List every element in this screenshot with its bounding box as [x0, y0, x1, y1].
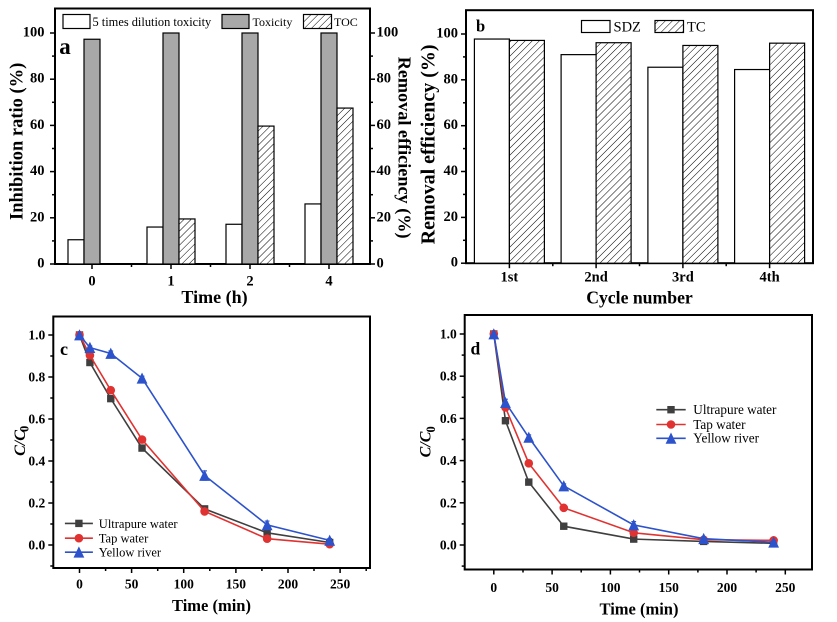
svg-text:0: 0: [76, 577, 83, 592]
svg-text:Removal efficiency (%): Removal efficiency (%): [417, 44, 439, 244]
svg-text:C/C: C/C: [12, 430, 29, 456]
svg-text:Time (min): Time (min): [600, 600, 679, 619]
svg-text:20: 20: [444, 209, 459, 225]
svg-text:200: 200: [717, 580, 738, 595]
svg-text:1.0: 1.0: [440, 327, 457, 342]
svg-text:60: 60: [444, 117, 459, 133]
svg-text:0: 0: [377, 256, 384, 272]
svg-text:0: 0: [451, 255, 458, 271]
svg-text:20: 20: [30, 209, 45, 225]
svg-text:0.6: 0.6: [28, 412, 45, 427]
svg-text:Ultrapure water: Ultrapure water: [99, 517, 179, 531]
svg-text:60: 60: [30, 117, 45, 133]
svg-text:Inhibition ratio (%): Inhibition ratio (%): [8, 63, 28, 220]
svg-text:a: a: [59, 34, 71, 59]
svg-text:20: 20: [377, 209, 392, 225]
svg-text:0.2: 0.2: [440, 495, 457, 510]
svg-text:Yellow river: Yellow river: [693, 431, 759, 446]
svg-text:2: 2: [246, 274, 253, 290]
svg-text:Time (min): Time (min): [172, 596, 251, 615]
svg-text:100: 100: [436, 26, 458, 42]
svg-text:0.6: 0.6: [440, 411, 457, 426]
svg-text:0: 0: [37, 256, 44, 272]
svg-text:Tap water: Tap water: [693, 417, 746, 432]
svg-text:150: 150: [226, 577, 247, 592]
svg-text:0: 0: [18, 426, 32, 432]
svg-text:150: 150: [659, 580, 680, 595]
svg-text:Cycle number: Cycle number: [586, 288, 693, 308]
svg-text:0.8: 0.8: [440, 369, 457, 384]
svg-text:C/C: C/C: [418, 431, 435, 457]
svg-text:TC: TC: [687, 20, 706, 36]
svg-text:Removal efficiency (%): Removal efficiency (%): [394, 57, 415, 239]
svg-text:Tap water: Tap water: [99, 532, 149, 546]
svg-text:80: 80: [30, 71, 45, 87]
svg-text:0.0: 0.0: [28, 538, 45, 553]
svg-text:40: 40: [30, 163, 45, 179]
svg-text:c: c: [60, 339, 68, 359]
svg-text:0.2: 0.2: [28, 496, 45, 511]
svg-text:250: 250: [330, 577, 351, 592]
svg-text:4: 4: [325, 274, 332, 290]
svg-text:1.0: 1.0: [28, 328, 45, 343]
svg-text:b: b: [476, 17, 485, 36]
svg-text:d: d: [471, 338, 481, 358]
svg-text:0: 0: [424, 426, 438, 432]
svg-text:50: 50: [125, 577, 139, 592]
svg-text:0.4: 0.4: [440, 453, 457, 468]
svg-text:100: 100: [377, 25, 399, 41]
svg-text:0.0: 0.0: [440, 538, 457, 553]
svg-text:40: 40: [377, 163, 392, 179]
svg-text:0.4: 0.4: [28, 454, 45, 469]
svg-text:3rd: 3rd: [672, 270, 694, 286]
svg-text:1st: 1st: [501, 270, 519, 286]
svg-text:Time (h): Time (h): [181, 287, 247, 308]
svg-text:100: 100: [23, 25, 45, 41]
svg-text:0: 0: [490, 580, 497, 595]
svg-text:0: 0: [88, 274, 95, 290]
svg-text:80: 80: [377, 71, 392, 87]
svg-text:100: 100: [600, 580, 621, 595]
svg-text:250: 250: [775, 580, 796, 595]
svg-text:0.8: 0.8: [28, 370, 45, 385]
svg-text:Yellow river: Yellow river: [99, 546, 162, 560]
svg-text:4th: 4th: [760, 270, 780, 286]
svg-text:TOC: TOC: [334, 15, 358, 29]
svg-text:100: 100: [174, 577, 195, 592]
svg-text:Ultrapure water: Ultrapure water: [693, 402, 777, 417]
svg-text:SDZ: SDZ: [614, 20, 642, 36]
svg-text:1: 1: [167, 274, 174, 290]
svg-text:2nd: 2nd: [584, 270, 607, 286]
svg-text:40: 40: [444, 163, 459, 179]
svg-text:5 times dilution toxicity: 5 times dilution toxicity: [93, 15, 213, 29]
svg-text:80: 80: [444, 71, 459, 87]
svg-text:Toxicity: Toxicity: [253, 15, 293, 29]
svg-text:200: 200: [278, 577, 299, 592]
svg-text:60: 60: [377, 117, 392, 133]
svg-text:50: 50: [545, 580, 559, 595]
